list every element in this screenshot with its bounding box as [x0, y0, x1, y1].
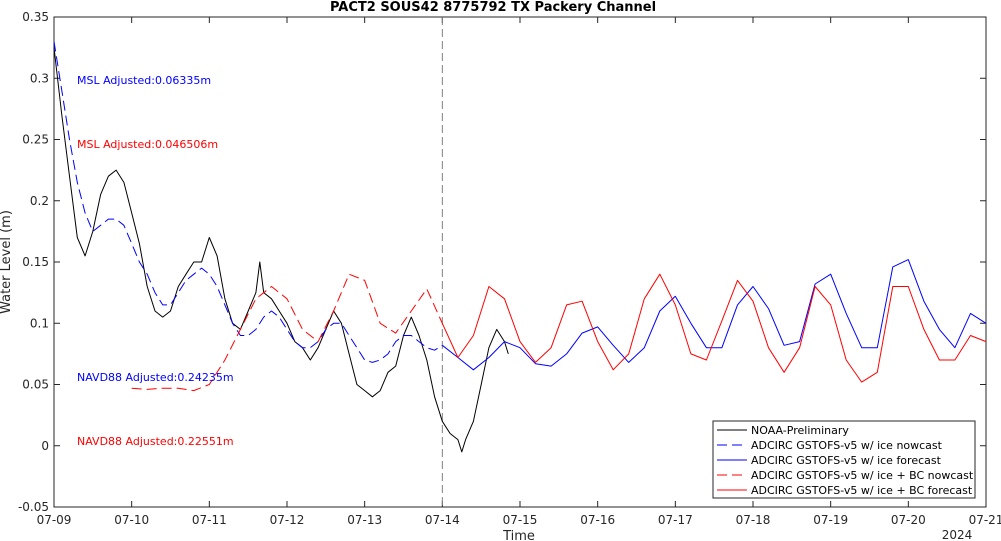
legend-label: NOAA-Preliminary [751, 424, 849, 437]
x-tick-label: 07-12 [270, 513, 305, 527]
x-axis: 07-09 07-10 07-11 07-12 07-13 07-14 07-15 07-16… [37, 17, 1001, 527]
year-label: 2024 [942, 528, 973, 541]
annotation-text: MSL Adjusted:0.046506m [77, 138, 218, 151]
x-tick-label: 07-19 [813, 513, 848, 527]
series-layer [53, 41, 987, 453]
legend-label: ADCIRC GSTOFS-v5 w/ ice + BC nowcast [751, 469, 974, 482]
x-tick-label: 07-15 [503, 513, 538, 527]
series-line-1 [53, 41, 443, 363]
legend: NOAA-Preliminary ADCIRC GSTOFS-v5 w/ ice … [712, 420, 976, 499]
annotation-text: MSL Adjusted:0.06335m [77, 74, 211, 87]
x-tick-label: 07-11 [192, 513, 227, 527]
y-axis: -0.05 0 0.05 0.1 0.15 0.2 0.25 0.3 0.35 [18, 10, 986, 514]
y-tick-label: 0.1 [30, 316, 49, 330]
legend-box [712, 420, 976, 499]
y-axis-label: Water Level (m) [0, 210, 14, 314]
x-axis-label: Time [502, 529, 535, 541]
x-tick-label: 07-21 [969, 513, 1001, 527]
y-tick-label: -0.05 [18, 500, 49, 514]
x-tick-label: 07-17 [658, 513, 693, 527]
y-tick-label: 0 [41, 439, 49, 453]
series-line-2 [441, 259, 987, 371]
x-tick-label: 07-20 [891, 513, 926, 527]
x-tick-label: 07-14 [425, 513, 460, 527]
x-tick-label: 07-18 [736, 513, 771, 527]
y-tick-label: 0.3 [30, 71, 49, 85]
legend-label: ADCIRC GSTOFS-v5 w/ ice forecast [751, 454, 942, 467]
y-tick-label: 0.2 [30, 194, 49, 208]
legend-label: ADCIRC GSTOFS-v5 w/ ice + BC forecast [751, 484, 973, 497]
y-tick-label: 0.15 [22, 255, 49, 269]
legend-label: ADCIRC GSTOFS-v5 w/ ice nowcast [751, 439, 943, 452]
y-tick-label: 0.35 [22, 10, 49, 24]
x-tick-label: 07-16 [580, 513, 615, 527]
y-tick-label: 0.05 [22, 378, 49, 392]
series-line-3 [131, 273, 443, 392]
annotation-text: NAVD88 Adjusted:0.22551m [77, 435, 234, 448]
annotation-text: NAVD88 Adjusted:0.24235m [77, 371, 234, 384]
x-tick-label: 07-09 [37, 513, 72, 527]
chart-title: PACT2 SOUS42 8775792 TX Packery Channel [330, 0, 656, 15]
annotation-layer: MSL Adjusted:0.06335m MSL Adjusted:0.0465… [77, 74, 234, 448]
series-line-0 [53, 47, 509, 453]
y-tick-label: 0.25 [22, 133, 49, 147]
x-tick-label: 07-10 [114, 513, 149, 527]
series-line-4 [441, 273, 987, 383]
x-tick-label: 07-13 [347, 513, 382, 527]
